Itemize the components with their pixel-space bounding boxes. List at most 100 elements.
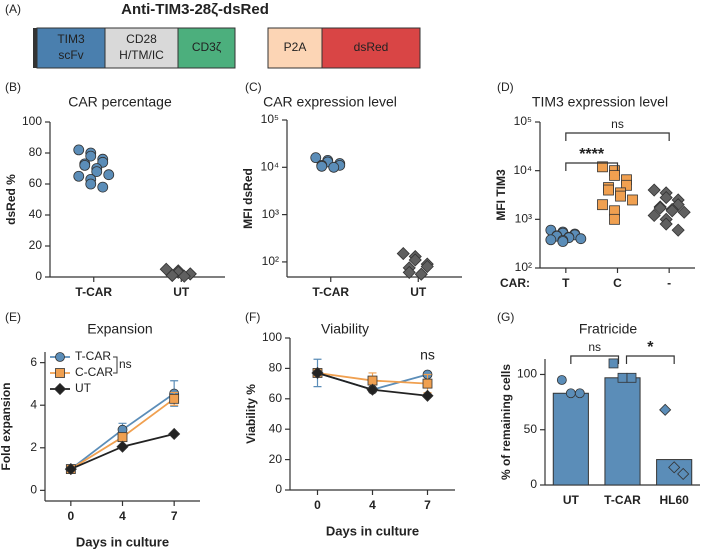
construct-text: H/TM/IC	[119, 48, 164, 62]
marker	[565, 388, 576, 399]
panel-label: (F)	[245, 310, 260, 324]
annotation: *	[647, 339, 654, 356]
marker	[53, 382, 67, 396]
marker	[677, 467, 690, 481]
marker	[659, 217, 673, 231]
marker	[556, 375, 567, 385]
y-tick-label: 10⁵	[261, 112, 279, 126]
marker	[626, 372, 637, 383]
y-axis-label: Fold expansion	[0, 382, 13, 470]
marker	[169, 393, 180, 404]
marker	[73, 170, 85, 182]
marker	[85, 178, 97, 190]
marker	[55, 352, 65, 362]
x-tick-label: T	[562, 276, 570, 290]
chart-title: CAR expression level	[263, 94, 397, 110]
y-tick-label: 80	[29, 145, 43, 159]
y-tick-label: 0	[35, 269, 42, 283]
marker	[621, 179, 632, 191]
legend-bracket	[113, 356, 118, 374]
construct-segment	[321, 27, 421, 69]
y-tick-label: 60	[269, 391, 283, 405]
construct-text: CD3ζ	[192, 40, 222, 54]
marker	[421, 389, 434, 402]
y-axis-label: Viability %	[244, 384, 258, 444]
x-axis-label: Days in culture	[76, 534, 169, 549]
x-tick-label: 7	[171, 509, 178, 523]
y-tick-label: 100	[517, 367, 537, 381]
marker	[422, 378, 433, 389]
annotation: ns	[119, 357, 132, 371]
construct-text: scFv	[58, 48, 83, 62]
construct-title: Anti-TIM3-28ζ-dsRed	[121, 1, 269, 18]
marker	[659, 403, 672, 416]
legend-label: T-CAR	[75, 349, 111, 363]
y-tick-label: 60	[29, 176, 43, 190]
x-tick-label: 7	[424, 498, 431, 512]
significance-bracket	[565, 162, 619, 171]
marker	[597, 199, 608, 211]
marker	[408, 253, 422, 267]
marker	[609, 169, 620, 181]
x-tick-label: UT	[563, 493, 580, 507]
y-tick-label: 0	[30, 483, 37, 497]
y-tick-label: 10⁴	[513, 163, 532, 177]
marker	[647, 183, 661, 197]
y-tick-label: 10³	[262, 207, 279, 221]
marker	[85, 150, 97, 162]
panel-label: (B)	[5, 80, 21, 94]
y-tick-label: 10²	[515, 260, 532, 274]
significance-bracket	[565, 132, 670, 141]
marker	[73, 144, 85, 156]
y-tick-label: 6	[30, 355, 37, 369]
annotation: ns	[588, 340, 601, 354]
x-prefix: CAR:	[500, 276, 530, 290]
construct-text: P2A	[284, 40, 307, 54]
construct-text: CD28	[126, 32, 157, 46]
construct-text: TIM3	[57, 32, 85, 46]
panel-label: (C)	[245, 80, 262, 94]
marker	[575, 233, 587, 245]
construct-edge	[33, 28, 37, 68]
marker	[402, 265, 416, 279]
bar	[552, 392, 589, 486]
marker	[366, 383, 379, 396]
significance-bracket	[570, 355, 620, 364]
marker	[420, 259, 434, 274]
y-tick-label: 10⁵	[514, 114, 532, 128]
chart-title: Expansion	[87, 321, 152, 337]
marker	[310, 152, 322, 164]
chart-title: TIM3 expression level	[532, 94, 668, 110]
annotation: ns	[420, 347, 435, 363]
marker	[55, 368, 65, 378]
marker	[615, 190, 626, 202]
panel-label: (E)	[5, 310, 21, 324]
marker	[659, 191, 673, 205]
marker	[574, 388, 585, 399]
y-tick-label: 80	[269, 361, 283, 375]
y-tick-label: 40	[269, 421, 283, 435]
x-tick-label: 4	[369, 498, 376, 512]
x-tick-label: -	[667, 276, 671, 290]
y-tick-label: 20	[269, 452, 283, 466]
legend-label: C-CAR	[75, 365, 113, 379]
marker	[671, 223, 685, 237]
panel-label: (A)	[5, 2, 21, 16]
marker	[311, 366, 324, 380]
marker	[117, 432, 128, 443]
x-tick-label: 4	[119, 509, 126, 523]
y-axis-label: % of remaining cells	[499, 364, 513, 480]
marker	[557, 236, 569, 247]
marker	[79, 159, 91, 171]
chart-title: Viability	[321, 321, 369, 337]
y-axis-label: MFI dsRed	[241, 168, 255, 229]
y-axis-label: MFI TIM3	[494, 169, 508, 221]
y-tick-label: 10²	[262, 254, 279, 268]
x-tick-label: T-CAR	[604, 493, 641, 507]
y-tick-label: 10⁴	[260, 159, 279, 173]
marker	[597, 161, 608, 173]
y-tick-label: 0	[530, 477, 537, 491]
annotation: ns	[611, 117, 624, 131]
marker	[91, 166, 103, 178]
